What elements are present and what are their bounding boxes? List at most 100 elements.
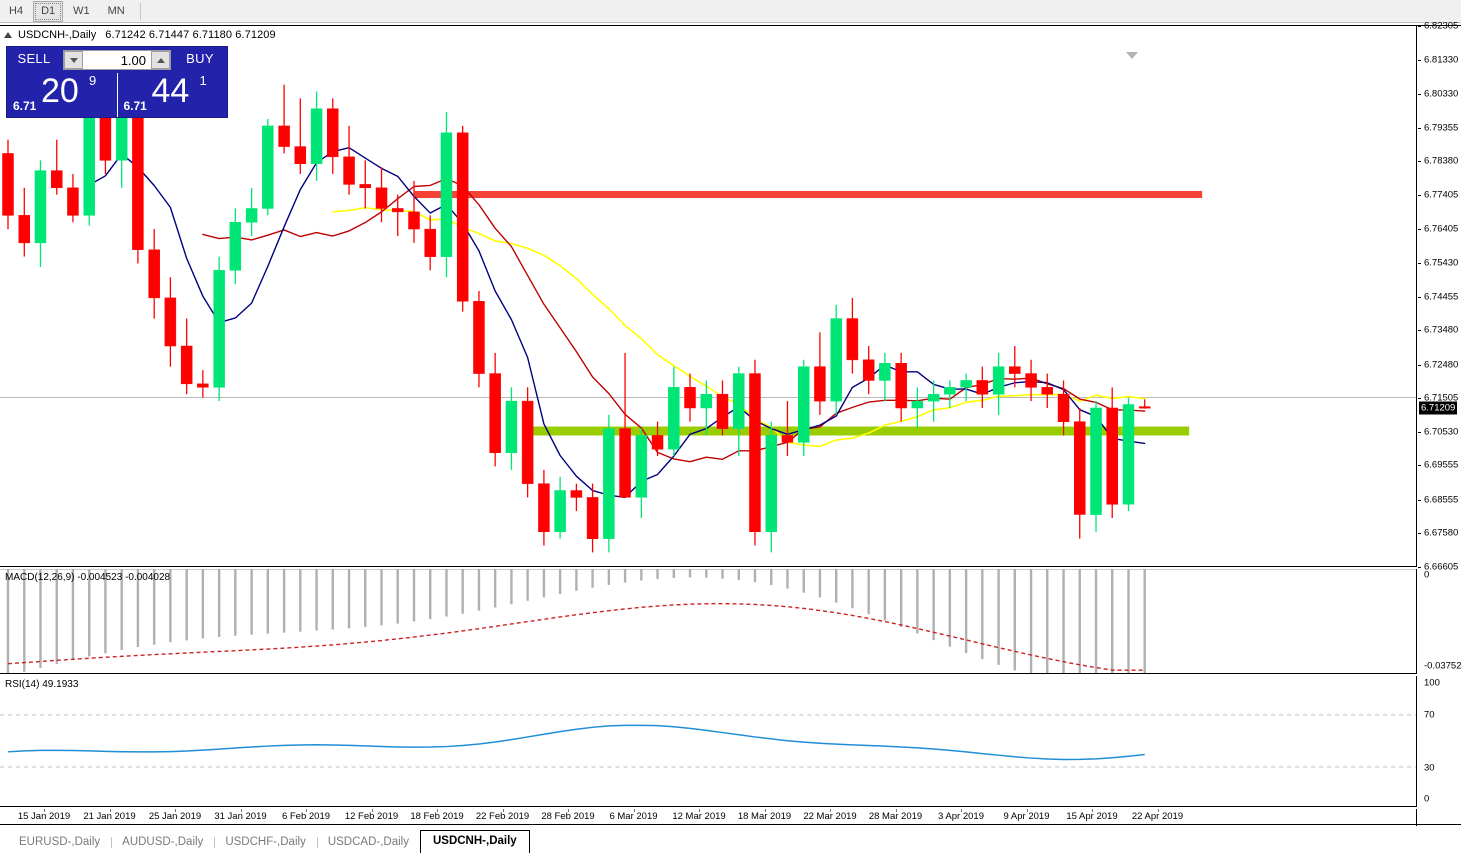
price-pane[interactable] [0, 26, 1417, 567]
rsi-pane[interactable]: RSI(14) 49.1933 [0, 676, 1417, 807]
price-scale-label: 6.77405 [1424, 189, 1459, 201]
time-scale-tick [633, 809, 635, 812]
time-scale-label: 12 Feb 2019 [344, 811, 399, 822]
time-scale-tick [764, 809, 766, 812]
instrument-symbol: USDCNH-,Daily [18, 29, 97, 41]
buy-button[interactable]: BUY [186, 51, 214, 66]
time-scale-tick [502, 809, 504, 812]
chart-tab-usdcnh[interactable]: USDCNH-,Daily [419, 830, 530, 853]
time-scale-tick [109, 809, 111, 812]
macd-caption: MACD(12,26,9) -0.004523 -0.004028 [5, 572, 171, 583]
price-scale-tick [1418, 465, 1421, 467]
time-scale-label: 22 Apr 2019 [1131, 811, 1184, 822]
time-scale-label: 25 Jan 2019 [148, 811, 202, 822]
time-scale-tick [44, 809, 45, 812]
price-scale-tick [1418, 364, 1421, 366]
chart-tab-usdcad[interactable]: USDCAD-,Daily [316, 832, 420, 853]
chart-tab-usdchf[interactable]: USDCHF-,Daily [214, 832, 317, 853]
timeframe-h4[interactable]: H4 [9, 4, 24, 17]
trade-panel-prices: 6.71 20 9 6.71 44 1 [7, 72, 228, 117]
rsi-scale-label: 30 [1424, 762, 1435, 774]
chart-tab-audusd[interactable]: AUDUSD-,Daily [111, 832, 214, 853]
time-scale-tick [568, 809, 569, 812]
sell-price-cell[interactable]: 6.71 20 9 [7, 72, 118, 117]
price-scale-label: 6.79355 [1424, 122, 1459, 134]
time-scale-label: 18 Mar 2019 [737, 811, 792, 822]
lot-decrease-button[interactable] [64, 51, 83, 69]
price-scale-label: 6.80330 [1424, 88, 1459, 100]
price-scale[interactable]: 6.82305 6.81330 6.80330 6.79355 6.78380 6.774… [1418, 21, 1461, 573]
current-price-tag: 6.71209 [1419, 401, 1458, 415]
time-scale-label: 22 Feb 2019 [475, 811, 530, 822]
sell-price-fraction: 9 [89, 73, 97, 88]
timeframe-w1[interactable]: W1 [73, 4, 90, 17]
one-click-trade-panel[interactable]: SELL 1.00 BUY 6.71 20 9 6.71 44 1 [6, 46, 228, 118]
price-scale-label: 6.71505 [1424, 392, 1459, 404]
time-scale-tick [1092, 809, 1093, 812]
chart-tab-eurusd[interactable]: EURUSD-,Daily [19, 836, 101, 848]
instrument-ohlc: 6.71242 6.71447 6.71180 6.71209 [105, 29, 276, 41]
sell-price-main: 20 [41, 72, 79, 110]
price-scale-tick [1418, 330, 1421, 332]
time-scale-tick [830, 809, 831, 812]
price-scale-label: 6.81330 [1424, 54, 1459, 66]
time-scale-label: 28 Mar 2019 [868, 811, 923, 822]
timeframe-toolbar: H4 D1 W1 MN [0, 0, 1461, 23]
time-scale-label: 21 Jan 2019 [83, 811, 136, 822]
price-scale-tick [1418, 262, 1421, 264]
timeframe-d1[interactable]: D1 [33, 0, 64, 22]
trade-panel-top-row: SELL 1.00 BUY [7, 47, 227, 73]
candlestick-plot [0, 57, 1416, 553]
time-scale-tick [175, 809, 176, 812]
price-scale-label: 6.70530 [1424, 426, 1459, 438]
buy-price-prefix: 6.71 [123, 99, 147, 113]
rsi-scale-label: 100 [1424, 677, 1440, 689]
time-scale-label: 12 Mar 2019 [672, 811, 726, 822]
price-scale-tick [1418, 296, 1421, 298]
time-scale-tick [240, 809, 242, 812]
time-scale[interactable]: 15 Jan 2019 21 Jan 2019 25 Jan 2019 31 Jan … [0, 809, 1417, 826]
price-scale-tick [1418, 398, 1421, 400]
price-scale-label: 6.76405 [1424, 223, 1459, 235]
sell-button[interactable]: SELL [17, 51, 51, 66]
rsi-caption: RSI(14) 49.1933 [5, 679, 79, 690]
rsi-scale-label: 0 [1424, 793, 1430, 805]
time-scale-label: 3 Apr 2019 [938, 811, 984, 822]
time-scale-tick [1026, 809, 1028, 812]
lot-increase-button[interactable] [151, 51, 170, 69]
time-scale-tick [437, 809, 438, 812]
lot-size-stepper[interactable]: 1.00 [63, 50, 171, 70]
timeframe-mn[interactable]: MN [107, 4, 125, 17]
time-scale-label: 28 Feb 2019 [541, 811, 595, 822]
macd-pane[interactable]: MACD(12,26,9) -0.004523 -0.004028 [0, 569, 1417, 674]
time-scale-tick [1157, 809, 1159, 812]
time-scale-tick [699, 809, 700, 812]
price-scale-tick [1418, 194, 1421, 196]
price-scale-tick [1418, 94, 1421, 96]
price-scale-label: 6.68555 [1424, 494, 1459, 506]
rsi-scale-label: 70 [1424, 709, 1435, 721]
chevron-up-icon [156, 57, 165, 63]
time-scale-label: 15 Apr 2019 [1066, 811, 1118, 822]
price-scale-label: 6.82305 [1424, 20, 1459, 32]
time-scale-tick [306, 809, 307, 812]
time-scale-label: 6 Feb 2019 [281, 811, 331, 822]
time-scale-tick [961, 809, 962, 812]
price-scale-label: 6.78380 [1424, 155, 1459, 167]
collapse-triangle-icon[interactable] [4, 32, 12, 38]
price-scale-tick [1418, 59, 1421, 61]
chart-frame: USDCNH-,Daily 6.71242 6.71447 6.71180 6.… [0, 21, 1461, 826]
price-scale-tick [1418, 431, 1421, 433]
price-scale-tick [1418, 26, 1421, 27]
lot-size-value[interactable]: 1.00 [120, 52, 146, 68]
price-scale-tick [1418, 161, 1421, 163]
buy-price-cell[interactable]: 6.71 44 1 [118, 72, 228, 117]
price-scale-label: 6.72480 [1424, 359, 1459, 371]
chart-scroll-marker[interactable] [1126, 52, 1138, 59]
price-scale-tick [1418, 229, 1421, 231]
price-scale-label: 6.67580 [1424, 527, 1459, 539]
time-scale-label: 31 Jan 2019 [214, 811, 267, 822]
price-scale-label: 6.75430 [1424, 257, 1459, 269]
time-scale-label: 6 Mar 2019 [609, 811, 658, 822]
time-scale-label: 22 Mar 2019 [803, 811, 857, 822]
